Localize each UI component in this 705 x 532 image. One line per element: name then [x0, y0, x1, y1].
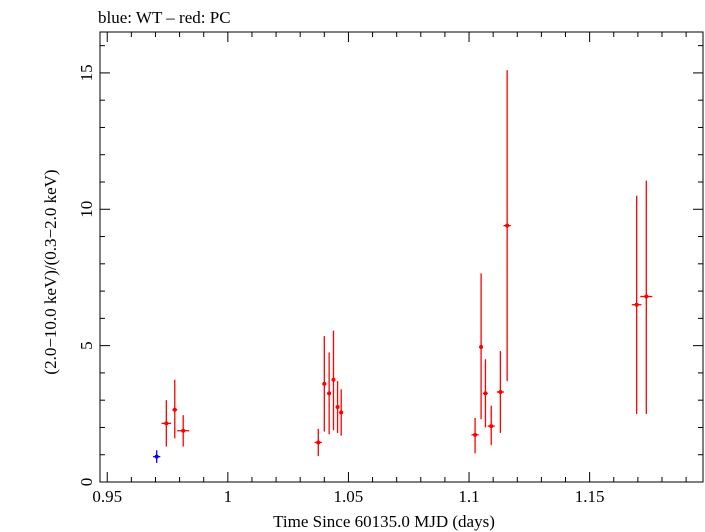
pc-point: [172, 379, 178, 439]
wt-point: [153, 450, 161, 463]
y-axis-label: (2.0−10.0 keV)/(0.3−2.0 keV): [41, 169, 60, 374]
y-tick-label: 15: [77, 64, 96, 81]
wt-marker: [154, 454, 159, 459]
pc-point: [339, 389, 344, 436]
pc-point: [631, 195, 642, 414]
pc-point: [335, 381, 340, 433]
plot-frame: [99, 31, 704, 483]
x-tick-label: 0.95: [92, 487, 122, 506]
x-tick-label: 1.15: [575, 487, 605, 506]
pc-marker: [644, 294, 649, 299]
x-axis-label: Time Since 60135.0 MJD (days): [273, 512, 495, 531]
pc-marker: [489, 424, 494, 429]
pc-marker: [498, 390, 503, 394]
pc-marker: [331, 377, 336, 382]
x-tick-label: 1.05: [334, 487, 364, 506]
pc-marker: [181, 428, 186, 433]
pc-point: [483, 359, 488, 428]
x-tick-label: 1: [224, 487, 233, 506]
pc-marker: [327, 391, 332, 396]
pc-point: [496, 351, 505, 433]
pc-point: [479, 273, 484, 420]
pc-point: [471, 417, 479, 454]
pc-marker: [322, 381, 327, 386]
pc-point: [503, 70, 511, 382]
y-tick-label: 10: [77, 201, 96, 218]
axis-ticks: 0.95 1 1.05 1.1 1.15 0 5 10 15: [77, 32, 703, 506]
x-tick-label: 1.1: [458, 487, 479, 506]
pc-marker: [483, 391, 488, 396]
pc-marker: [505, 223, 510, 228]
y-tick-label: 5: [77, 341, 96, 350]
pc-point: [331, 330, 336, 431]
pc-marker: [316, 440, 321, 445]
pc-marker: [335, 405, 340, 409]
pc-point: [322, 336, 327, 432]
pc-point: [327, 352, 332, 435]
data-points: [153, 70, 653, 463]
pc-point: [640, 180, 653, 414]
pc-marker: [479, 345, 484, 349]
pc-point: [161, 400, 172, 447]
pc-point: [314, 428, 322, 457]
pc-marker: [164, 421, 169, 426]
pc-point: [487, 405, 495, 446]
y-tick-label: 0: [77, 478, 96, 487]
pc-marker: [339, 410, 344, 415]
chart-title: blue: WT – red: PC: [98, 8, 231, 27]
pc-point: [177, 415, 190, 447]
pc-marker: [634, 302, 639, 307]
pc-marker: [172, 407, 177, 412]
pc-marker: [473, 432, 478, 437]
